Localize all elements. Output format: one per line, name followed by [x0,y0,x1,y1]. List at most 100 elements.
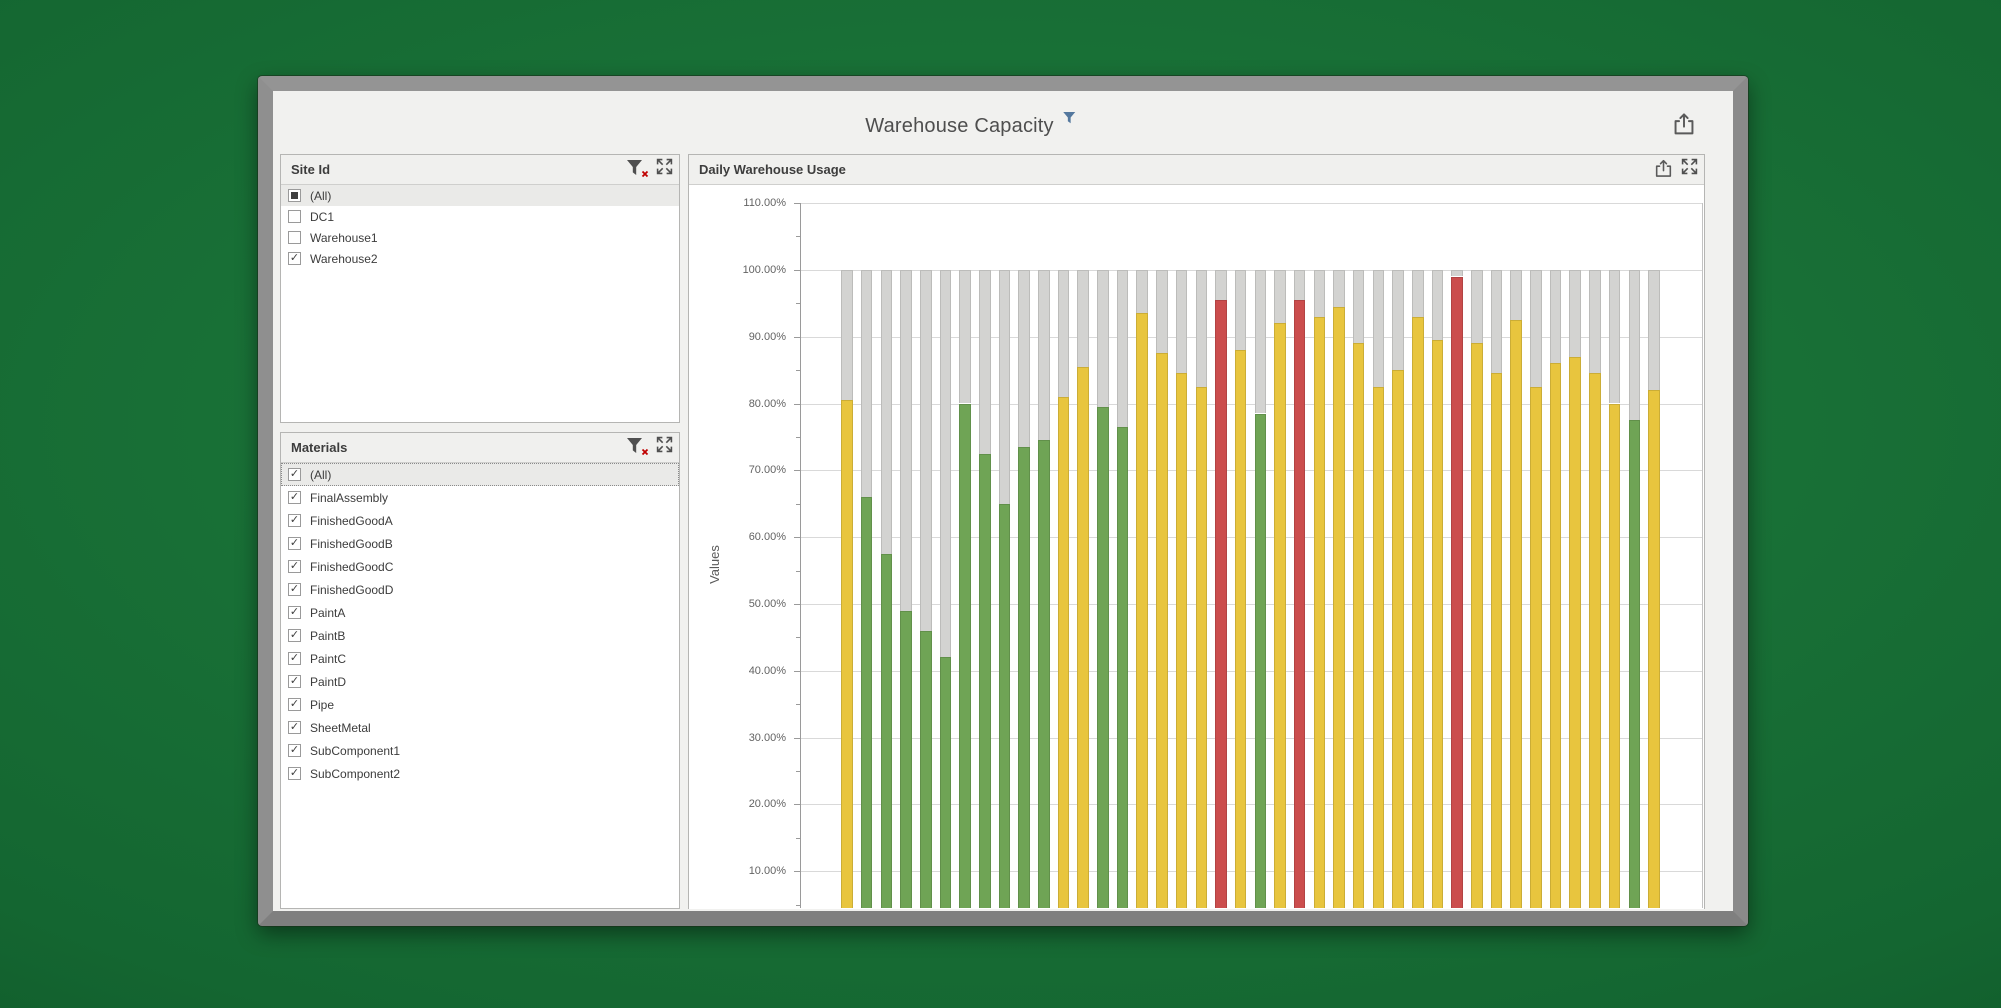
checkbox[interactable] [288,189,301,202]
filter-option[interactable]: DC1 [281,206,679,227]
axis-minor-tick [796,904,800,906]
gridline [801,470,1702,472]
bar[interactable] [1628,420,1640,908]
clear-filter-button[interactable] [625,158,649,180]
bar[interactable] [1234,350,1247,908]
bar[interactable] [979,453,991,908]
checkbox[interactable] [288,675,301,688]
checkbox[interactable] [288,629,301,642]
checkbox[interactable] [288,231,301,244]
checkbox[interactable] [288,721,301,734]
filter-option[interactable]: Warehouse2 [281,248,679,269]
checkbox[interactable] [288,560,301,573]
title-filter-icon[interactable] [1062,111,1077,125]
bar[interactable] [1077,366,1089,908]
chart-export-button[interactable] [1653,158,1674,179]
bar[interactable] [1451,276,1463,908]
bar[interactable] [998,503,1011,908]
bar[interactable] [1097,406,1109,908]
bar[interactable] [1175,373,1188,908]
filter-option[interactable]: FinishedGoodA [281,509,679,532]
checkbox[interactable] [288,210,301,223]
filter-option[interactable]: PaintA [281,601,679,624]
checkbox[interactable] [288,491,301,504]
filter-option[interactable]: PaintC [281,647,679,670]
checkbox[interactable] [288,606,301,619]
bar[interactable] [1490,373,1503,908]
bar[interactable] [1156,353,1168,908]
bar[interactable] [1215,299,1227,908]
chart-header: Daily Warehouse Usage [689,155,1704,185]
panel-header: Site Id [281,155,679,185]
bar[interactable] [1392,370,1404,908]
bar[interactable] [900,610,912,908]
bar[interactable] [1038,440,1050,908]
bar[interactable] [1530,386,1542,908]
checkbox[interactable] [288,652,301,665]
bar[interactable] [1018,446,1030,908]
filter-option[interactable]: (All) [281,463,679,486]
axis-minor-tick [796,704,800,706]
checkbox[interactable] [288,252,301,265]
bar[interactable] [920,630,932,908]
bar[interactable] [880,553,893,908]
bar-remainder [1589,269,1601,374]
bar[interactable] [1431,340,1444,908]
bar[interactable] [939,657,952,908]
bar[interactable] [1333,306,1345,908]
bar[interactable] [1569,356,1581,908]
bar[interactable] [1274,323,1286,908]
filter-option[interactable]: FinalAssembly [281,486,679,509]
bar[interactable] [1313,316,1326,908]
bar[interactable] [1116,426,1129,908]
bar[interactable] [860,497,873,908]
filter-option[interactable]: SubComponent1 [281,739,679,762]
chart-expand-button[interactable] [1681,158,1698,175]
checkbox[interactable] [288,767,301,780]
bar[interactable] [959,403,971,908]
expand-button[interactable] [656,436,673,453]
bar[interactable] [1057,396,1070,908]
bar-remainder [1628,269,1640,421]
gridline [801,403,1702,405]
bar[interactable] [1510,319,1522,908]
checkbox[interactable] [288,537,301,550]
bar[interactable] [1293,299,1306,908]
checkbox[interactable] [288,744,301,757]
filter-option[interactable]: PaintD [281,670,679,693]
filter-option[interactable]: Pipe [281,693,679,716]
window-export-button[interactable] [1671,111,1697,137]
bar[interactable] [1589,373,1601,908]
filter-option-label: Warehouse1 [310,230,378,245]
bar[interactable] [1549,363,1562,908]
filter-option[interactable]: Warehouse1 [281,227,679,248]
filter-option[interactable]: FinishedGoodB [281,532,679,555]
filter-option-label: SubComponent2 [310,766,401,781]
filter-option[interactable]: SheetMetal [281,716,679,739]
filter-option[interactable]: FinishedGoodC [281,555,679,578]
checkbox[interactable] [288,468,301,481]
clear-filter-button[interactable] [625,436,649,458]
filter-option[interactable]: PaintB [281,624,679,647]
tick-label: 50.00% [748,597,786,610]
filter-option[interactable]: (All) [281,185,679,206]
checkbox[interactable] [288,698,301,711]
bar[interactable] [1608,403,1621,908]
bar[interactable] [1136,313,1148,908]
bar[interactable] [1195,386,1207,908]
filter-option[interactable]: FinishedGoodD [281,578,679,601]
bar-remainder [1057,269,1070,397]
filter-option[interactable]: SubComponent2 [281,762,679,785]
bar[interactable] [841,400,853,908]
bar[interactable] [1471,343,1483,908]
app-window: Warehouse Capacity Site Id [258,76,1748,926]
expand-button[interactable] [656,158,673,175]
checkbox[interactable] [288,514,301,527]
bar-remainder [1510,269,1522,320]
checkbox[interactable] [288,583,301,596]
bar[interactable] [1372,386,1385,908]
bar[interactable] [1648,390,1660,908]
bar[interactable] [1412,316,1424,908]
bar[interactable] [1352,343,1365,908]
bar[interactable] [1254,413,1266,908]
